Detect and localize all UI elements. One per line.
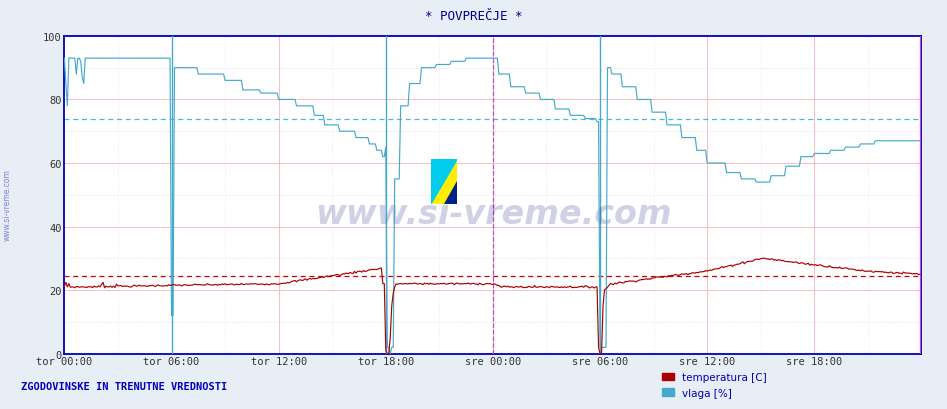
Text: www.si-vreme.com: www.si-vreme.com	[3, 169, 12, 240]
Text: ZGODOVINSKE IN TRENUTNE VREDNOSTI: ZGODOVINSKE IN TRENUTNE VREDNOSTI	[21, 381, 227, 391]
Polygon shape	[431, 160, 457, 204]
Polygon shape	[444, 182, 457, 204]
Legend: temperatura [C], vlaga [%]: temperatura [C], vlaga [%]	[657, 368, 772, 402]
Text: www.si-vreme.com: www.si-vreme.com	[314, 198, 671, 231]
Text: * POVPREČJE *: * POVPREČJE *	[425, 10, 522, 23]
Polygon shape	[431, 160, 457, 204]
